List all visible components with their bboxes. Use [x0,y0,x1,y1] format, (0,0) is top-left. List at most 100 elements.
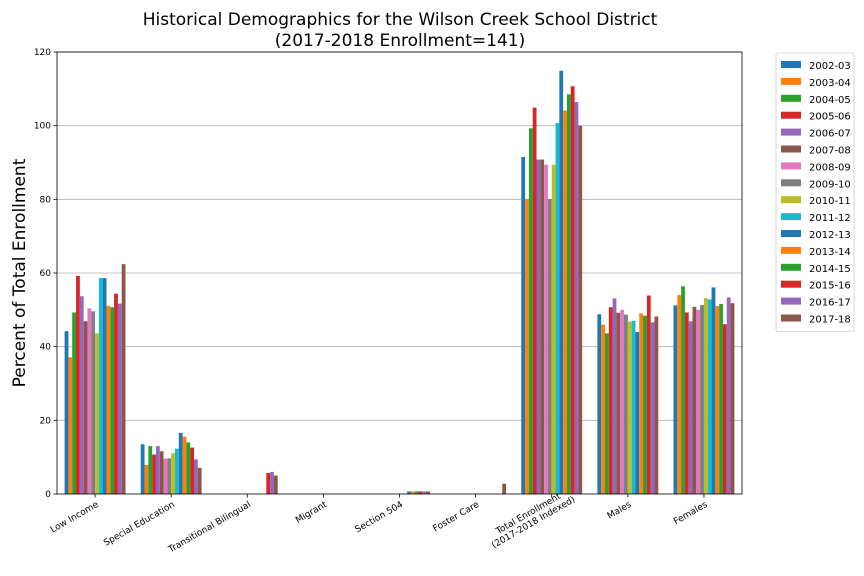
x-tick-label: Males [606,500,634,522]
bar [117,303,122,494]
legend-label: 2006-07 [809,129,851,140]
bar [407,491,411,494]
bar [631,320,636,494]
legend-swatch [781,94,801,102]
legend-swatch [781,196,801,204]
bar [144,464,149,494]
x-tick-label-text: Special Education [102,500,176,549]
bar [171,453,175,494]
bar [87,308,92,494]
bar [578,125,583,495]
bar [95,333,99,494]
bar [559,70,564,494]
bar [91,311,96,494]
bar [730,303,735,494]
bar [270,471,274,494]
legend-swatch [781,230,801,237]
bar [197,467,202,494]
legend-swatch [781,297,801,305]
x-tick-label-line: Females [672,500,710,527]
bar [673,305,678,494]
bar [182,436,187,494]
bar [677,295,682,494]
legend-swatch [781,145,801,153]
bar [692,306,697,494]
bar [684,312,689,494]
legend-label: 2002-03 [809,61,851,72]
legend-swatch [781,213,801,221]
x-tick-label: Section 504 [354,500,406,536]
legend-label: 2009-10 [809,179,851,190]
bar [152,454,156,494]
bars [64,70,735,495]
bar [597,314,602,494]
bar [148,446,153,494]
bar [620,309,625,494]
bar [566,94,571,494]
bar [414,491,419,494]
y-tick-label: 80 [40,195,52,205]
bar [624,314,628,494]
bar [140,444,145,494]
legend-label: 2004-05 [809,95,851,106]
bar [72,312,77,494]
bar [639,313,644,494]
legend-swatch [781,111,801,119]
bar [102,278,107,494]
bar [532,107,537,494]
x-tick-label-text: Foster Care [431,500,481,535]
legend-label: 2013-14 [809,247,851,258]
y-tick-label: 40 [40,343,52,353]
bar [163,458,168,494]
bar [426,491,430,494]
legend-label: 2017-18 [809,315,851,326]
legend-swatch [781,128,801,136]
bar [563,110,567,494]
legend-swatch [781,179,801,187]
bar [121,264,126,494]
y-axis-label: Percent of Total Enrollment [10,158,30,387]
x-tick-label: Transitional Bilingual [166,500,253,556]
bar [525,198,529,494]
bar [688,321,693,494]
x-tick-label-text: Low Income [49,500,101,536]
x-tick-label: Migrant [294,500,329,526]
bar [547,198,552,494]
bar [155,446,160,494]
x-tick-label: Foster Care [431,500,481,535]
legend-swatch [781,263,801,271]
bar [643,315,647,494]
bar [68,357,73,494]
x-tick-label-text: Transitional Bilingual [166,500,253,556]
legend-label: 2005-06 [809,112,851,123]
bar [700,305,704,494]
bar [114,293,118,494]
x-tick-label-text: Migrant [294,500,329,526]
legend-label: 2010-11 [809,196,851,207]
bar [418,491,423,494]
bar [627,321,632,494]
legend-label: 2011-12 [809,213,851,224]
bar [703,298,708,494]
y-tick-label: 100 [34,122,51,132]
bar [635,331,640,494]
x-tick-label-text: Males [606,500,634,522]
legend-label: 2015-16 [809,281,851,292]
bar [574,102,579,495]
x-tick-label-line: Foster Care [431,500,481,535]
bar [194,459,198,494]
legend-label: 2016-17 [809,298,851,309]
bar [502,483,507,494]
x-tick-label-line: Section 504 [354,500,406,536]
x-tick-label-line: Males [606,500,634,522]
bar [707,299,712,494]
bar [608,307,613,494]
bar [178,432,183,494]
legend-swatch [781,77,801,85]
bar [266,473,271,494]
bar [696,309,701,494]
bar [719,303,723,494]
bar [551,164,556,494]
legend-swatch [781,280,801,288]
